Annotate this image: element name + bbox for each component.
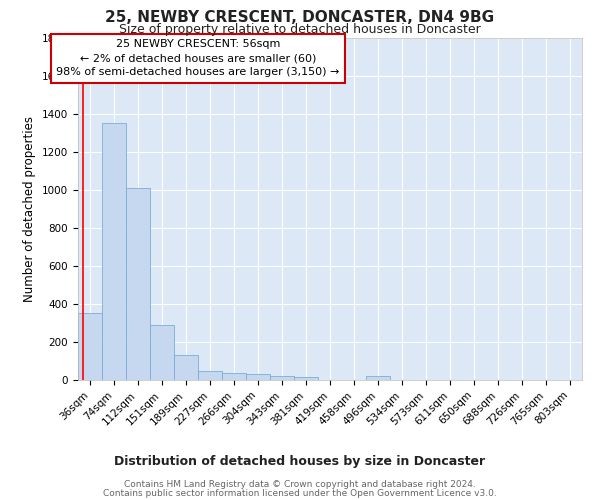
Bar: [150, 325, 174, 380]
Text: 25 NEWBY CRESCENT: 56sqm
← 2% of detached houses are smaller (60)
98% of semi-de: 25 NEWBY CRESCENT: 56sqm ← 2% of detache…: [56, 40, 340, 78]
Text: Distribution of detached houses by size in Doncaster: Distribution of detached houses by size …: [115, 455, 485, 468]
Bar: [246, 374, 270, 380]
Bar: [294, 376, 318, 380]
Bar: [222, 373, 246, 380]
Bar: [78, 314, 102, 380]
Text: Size of property relative to detached houses in Doncaster: Size of property relative to detached ho…: [119, 22, 481, 36]
Text: Contains HM Land Registry data © Crown copyright and database right 2024.: Contains HM Land Registry data © Crown c…: [124, 480, 476, 489]
Bar: [198, 372, 222, 380]
Text: Contains public sector information licensed under the Open Government Licence v3: Contains public sector information licen…: [103, 489, 497, 498]
Bar: [126, 188, 150, 380]
Y-axis label: Number of detached properties: Number of detached properties: [23, 116, 37, 302]
Text: 25, NEWBY CRESCENT, DONCASTER, DN4 9BG: 25, NEWBY CRESCENT, DONCASTER, DN4 9BG: [106, 10, 494, 25]
Bar: [174, 356, 198, 380]
Bar: [366, 376, 390, 380]
Bar: [270, 376, 294, 380]
Bar: [102, 123, 126, 380]
